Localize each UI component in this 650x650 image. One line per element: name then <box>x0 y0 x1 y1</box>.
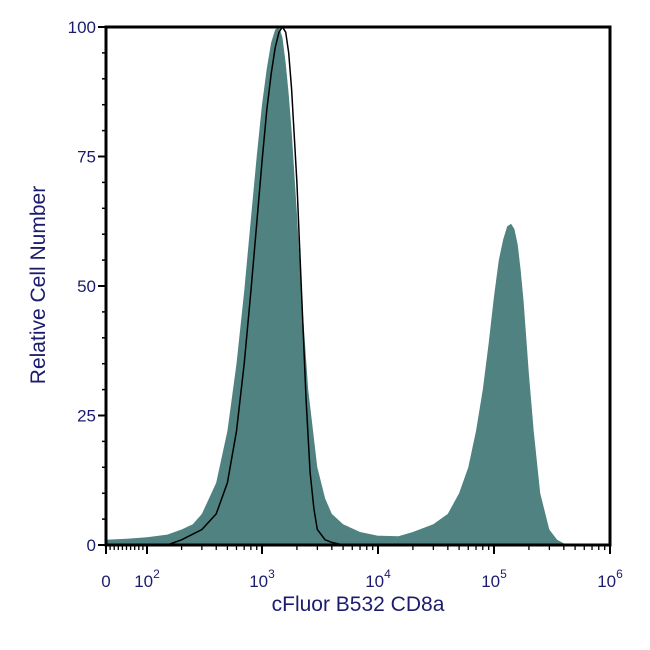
y-tick-label: 75 <box>77 148 96 167</box>
x-tick-label: 103 <box>249 567 275 591</box>
plot-area <box>106 25 564 546</box>
y-axis-label: Relative Cell Number <box>27 186 50 384</box>
x-tick-label: 105 <box>481 567 507 591</box>
y-tick-label: 0 <box>87 536 96 555</box>
y-tick-label: 100 <box>68 18 96 37</box>
filled-histogram <box>106 27 564 545</box>
axes: 0 25 50 75 100 0 102 103 104 105 106 <box>68 18 623 591</box>
x-tick-label: 106 <box>597 567 623 591</box>
outline-histogram <box>167 25 344 546</box>
x-tick-label: 104 <box>365 567 391 591</box>
x-tick-label: 0 <box>101 572 110 591</box>
x-axis-label: cFluor B532 CD8a <box>272 593 445 616</box>
y-tick-label: 50 <box>77 277 96 296</box>
y-tick-label: 25 <box>77 407 96 426</box>
x-tick-label: 102 <box>134 567 160 591</box>
